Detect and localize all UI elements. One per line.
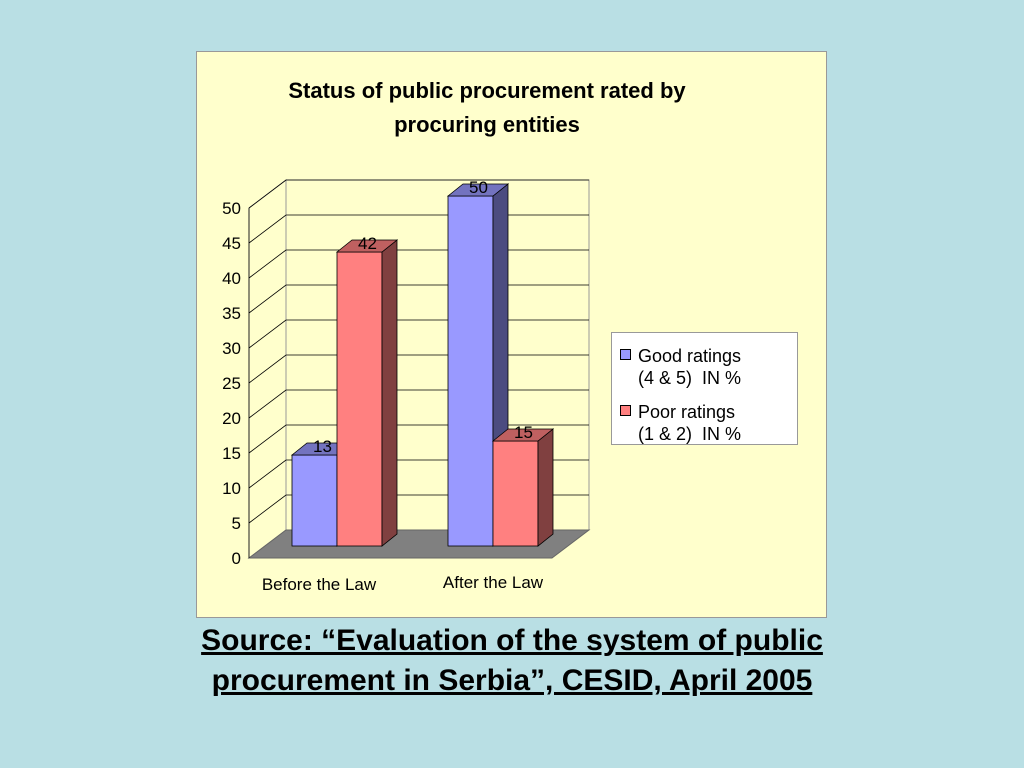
y-tick-label-5: 5 (232, 514, 241, 533)
y-tick-label-30: 30 (222, 339, 241, 358)
bar-poor-before-front (336, 251, 383, 547)
gridline (248, 389, 589, 419)
legend-label-good: Good ratings (4 & 5) IN % (638, 346, 742, 388)
y-tick-label-10: 10 (222, 479, 241, 498)
bar-good-after-top (446, 183, 510, 197)
y-tick-label-45: 45 (222, 234, 241, 253)
bar-poor-before-data-label: 42 (358, 234, 377, 253)
y-tick-label-0: 0 (232, 549, 241, 568)
bar-poor-after-top (491, 428, 555, 442)
chart-panel: 0 5 10 15 20 25 30 35 40 45 50 13 42 Before the Law 50… (196, 51, 827, 618)
y-tick-label-15: 15 (222, 444, 241, 463)
gridline (248, 354, 589, 384)
bar-poor-after-data-label: 15 (514, 423, 533, 442)
gridline (248, 179, 589, 209)
bar-poor-before-side (381, 239, 398, 547)
gridline (248, 284, 589, 314)
bar-chart: 0 5 10 15 20 25 30 35 40 45 50 13 42 Before the Law 50… (222, 178, 591, 594)
x-category-label-before: Before the Law (262, 575, 377, 594)
y-tick-label-40: 40 (222, 269, 241, 288)
bar-poor-after-front (492, 440, 539, 547)
x-category-label-after: After the Law (443, 573, 544, 592)
bar-good-after-data-label: 50 (469, 178, 488, 197)
legend-swatch-good (620, 349, 631, 360)
gridline (248, 249, 589, 279)
bar-poor-after-side (537, 428, 554, 547)
bar-poor-before-top (335, 239, 399, 253)
y-tick-label-50: 50 (222, 199, 241, 218)
bar-good-before-front (291, 454, 338, 547)
chart-legend: Good ratings (4 & 5) IN % Poor ratings (… (611, 332, 798, 445)
chart-title: Status of public procurement rated by pr… (288, 78, 686, 137)
y-tick-label-35: 35 (222, 304, 241, 323)
gridline (248, 319, 589, 349)
legend-label-poor: Poor ratings (1 & 2) IN % (638, 402, 742, 444)
y-tick-label-25: 25 (222, 374, 241, 393)
bar-good-before-data-label: 13 (313, 437, 332, 456)
source-citation: Source: “Evaluation of the system of pub… (201, 624, 823, 697)
legend-swatch-poor (620, 405, 631, 416)
bar-good-after-front (447, 195, 494, 547)
gridline (248, 214, 589, 244)
y-tick-label-20: 20 (222, 409, 241, 428)
